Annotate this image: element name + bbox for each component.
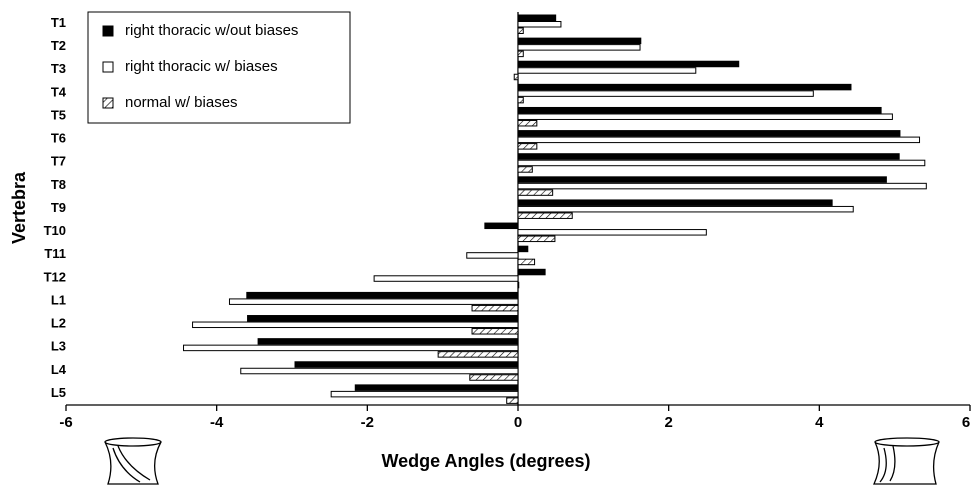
x-tick-label: 6	[962, 414, 970, 431]
bar	[374, 276, 518, 282]
y-tick-label: T2	[51, 38, 66, 53]
bar	[518, 167, 532, 173]
bar	[438, 352, 518, 358]
y-tick-label: T11	[44, 246, 66, 261]
y-tick-label: L1	[51, 292, 66, 307]
y-tick-label: T1	[51, 15, 66, 30]
legend-label: right thoracic w/ biases	[125, 58, 278, 75]
bar	[518, 236, 555, 242]
y-tick-label: L4	[51, 362, 67, 377]
bar	[518, 38, 641, 44]
y-tick-label: L5	[51, 385, 66, 400]
bar	[518, 177, 886, 183]
bar	[258, 339, 518, 345]
bar	[518, 107, 881, 113]
bar	[355, 385, 518, 391]
bar	[518, 213, 572, 219]
bar	[331, 391, 518, 397]
bar	[518, 84, 851, 90]
bar	[229, 299, 518, 305]
y-tick-label: T6	[51, 131, 66, 146]
bar	[518, 259, 535, 265]
bar	[467, 253, 518, 258]
bar	[518, 68, 696, 74]
bar	[472, 305, 518, 311]
vertebra-icon-right	[874, 438, 939, 484]
bar	[518, 137, 920, 143]
bar	[518, 154, 899, 160]
bar	[247, 292, 518, 298]
y-tick-label: T3	[51, 61, 66, 76]
bar	[518, 97, 523, 103]
y-tick-label: T10	[44, 223, 66, 238]
legend-swatch	[103, 62, 113, 72]
bar	[248, 316, 518, 322]
bar	[507, 398, 518, 404]
bar	[518, 120, 537, 126]
bar	[518, 269, 545, 275]
legend-label: right thoracic w/out biases	[125, 22, 298, 39]
y-tick-label: T4	[51, 84, 67, 99]
x-tick-label: 0	[514, 414, 522, 431]
bar	[470, 375, 518, 381]
bar	[518, 200, 832, 206]
y-axis-label: Vertebra	[9, 171, 29, 244]
x-tick-label: 4	[815, 414, 824, 431]
bar	[518, 91, 813, 97]
y-tick-label: L2	[51, 316, 66, 331]
bar	[518, 206, 853, 212]
bar	[518, 183, 926, 189]
x-tick-label: -2	[361, 414, 374, 431]
bar	[518, 22, 561, 28]
vertebra-icon-left	[105, 438, 161, 484]
bar	[518, 144, 537, 150]
bar	[518, 282, 519, 288]
bar	[241, 368, 518, 374]
bar	[518, 230, 706, 236]
bar	[518, 114, 892, 120]
bar	[518, 15, 556, 21]
bar	[518, 51, 523, 57]
bar	[518, 160, 925, 166]
bar	[485, 223, 518, 229]
bar	[518, 131, 900, 137]
chart: Wedge Angles (degrees) Vertebra -6 -4 -2 0 2…	[0, 0, 971, 488]
y-tick-label: T7	[51, 154, 66, 169]
bar	[295, 362, 518, 368]
x-tick-label: 2	[664, 414, 672, 431]
x-tick-label: -6	[59, 414, 72, 431]
legend-label: normal w/ biases	[125, 94, 238, 111]
y-tick-label: T5	[51, 107, 66, 122]
bar	[518, 28, 523, 34]
bar	[472, 329, 518, 335]
y-tick-label: T9	[51, 200, 66, 215]
bar	[518, 61, 739, 66]
legend-swatch	[103, 26, 113, 36]
bar	[518, 190, 553, 196]
x-tick-label: -4	[210, 414, 224, 431]
y-tick-label: L3	[51, 339, 66, 354]
legend-swatch	[103, 98, 113, 108]
bar	[518, 45, 640, 51]
y-tick-label: T12	[44, 269, 66, 284]
x-axis-label: Wedge Angles (degrees)	[381, 451, 590, 471]
bar	[514, 74, 518, 80]
bar	[193, 322, 518, 328]
y-tick-label: T8	[51, 177, 66, 192]
bar	[518, 246, 528, 252]
bar	[184, 345, 518, 351]
